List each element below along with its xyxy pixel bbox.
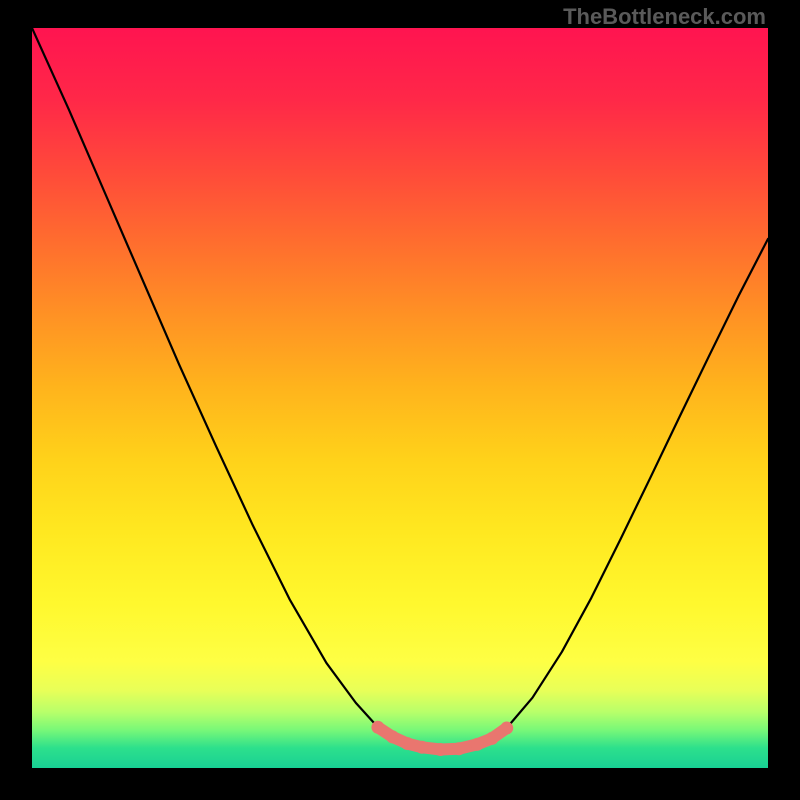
trough-marker <box>401 737 414 750</box>
curve-layer <box>32 28 768 768</box>
plot-area <box>32 28 768 768</box>
trough-marker <box>434 743 447 756</box>
watermark-text: TheBottleneck.com <box>563 4 766 30</box>
trough-marker <box>371 721 384 734</box>
chart-frame: TheBottleneck.com <box>0 0 800 800</box>
trough-marker <box>452 742 465 755</box>
trough-marker <box>386 730 399 743</box>
v-curve-path <box>32 28 768 750</box>
trough-marker <box>416 741 429 754</box>
trough-marker <box>500 722 513 735</box>
trough-marker <box>471 738 484 751</box>
trough-marker <box>486 732 499 745</box>
trough-markers <box>371 721 513 756</box>
